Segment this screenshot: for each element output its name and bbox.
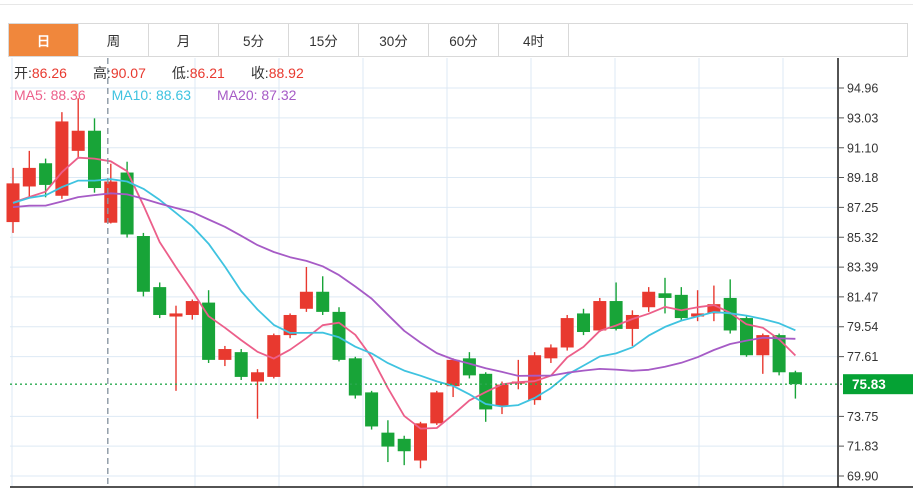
axis-tick-label: 89.18 <box>847 171 878 185</box>
candle-body <box>71 130 85 151</box>
chart-legend: 开:86.26 高:90.07 低:86.21 收:88.92 MA5: 88.… <box>14 62 304 106</box>
candle-body <box>414 423 427 461</box>
candle-body <box>740 318 753 356</box>
ma20-value: MA20: 87.32 <box>217 87 297 103</box>
ma20-line <box>12 192 796 377</box>
candle-body <box>462 358 476 376</box>
ma5-line <box>12 156 797 430</box>
candle-body <box>691 313 705 317</box>
ma-readout: MA5: 88.36 MA10: 88.63 MA20: 87.32 <box>14 84 304 106</box>
candle-body <box>267 335 281 377</box>
axis-tick-label: 91.10 <box>847 141 878 155</box>
axis-tick-label: 69.90 <box>847 470 878 484</box>
candle-body <box>299 291 313 309</box>
candle-body <box>528 355 542 401</box>
period-tabbar: 日 周 月 5分 15分 30分 60分 4时 <box>8 23 908 57</box>
candle-body <box>381 432 395 447</box>
tab-month[interactable]: 月 <box>149 24 219 56</box>
candle-body <box>658 293 672 298</box>
candle-body <box>577 313 590 333</box>
ma10-value: MA10: 88.63 <box>111 87 192 103</box>
tab-5min[interactable]: 5分 <box>219 24 289 56</box>
tab-4hour[interactable]: 4时 <box>499 24 569 56</box>
candle-body <box>365 392 379 427</box>
candle-body <box>544 347 558 359</box>
candle-body <box>348 358 362 396</box>
ohlc-high: 高:90.07 <box>92 65 146 81</box>
candle-body <box>202 302 216 360</box>
axis-tick-label: 83.39 <box>847 261 878 275</box>
ohlc-close: 收:88.92 <box>250 65 304 81</box>
tab-day[interactable]: 日 <box>9 24 79 56</box>
axis-tick-label: 85.32 <box>847 231 878 245</box>
candle-body <box>707 304 721 314</box>
candle-body <box>185 301 199 315</box>
candle-body <box>430 392 444 424</box>
top-divider <box>0 4 913 5</box>
candle-body <box>397 438 411 452</box>
tab-60min[interactable]: 60分 <box>429 24 499 56</box>
axis-tick-label: 77.61 <box>847 350 878 364</box>
axis-tick-label: 73.75 <box>847 410 878 424</box>
ma10-line <box>12 178 796 408</box>
axis-tick-label: 81.47 <box>847 290 878 304</box>
axis-tick-label: 93.03 <box>847 111 878 125</box>
current-price-badge <box>843 374 913 395</box>
ma5-value: MA5: 88.36 <box>14 87 86 103</box>
candle-body <box>136 236 150 292</box>
candle-body <box>446 359 460 387</box>
tab-30min[interactable]: 30分 <box>359 24 429 56</box>
candle-body <box>39 163 53 185</box>
current-price-label: 75.83 <box>852 377 886 392</box>
axis-tick-label: 94.96 <box>847 82 878 96</box>
tab-week[interactable]: 周 <box>79 24 149 56</box>
candle-body <box>153 287 167 315</box>
candle-body <box>234 352 248 377</box>
ohlc-open: 开:86.26 <box>14 65 67 81</box>
ohlc-low: 低:86.21 <box>171 65 225 81</box>
candle-body <box>283 314 297 336</box>
candle-body <box>674 294 688 319</box>
candle-body <box>316 291 330 312</box>
axis-tick-label: 71.83 <box>847 440 878 454</box>
candle-body <box>560 318 574 348</box>
axis-tick-label: 79.54 <box>847 320 878 334</box>
candle-body <box>495 384 509 407</box>
candle-body <box>609 301 623 329</box>
candle-body <box>120 172 134 235</box>
candle-body <box>169 313 183 317</box>
ohlc-readout: 开:86.26 高:90.07 低:86.21 收:88.92 <box>14 62 304 84</box>
candle-body <box>22 167 36 187</box>
candle-body <box>251 372 264 382</box>
candle-body <box>104 181 118 223</box>
candle-body <box>772 335 786 373</box>
candle-body <box>593 301 607 331</box>
tab-15min[interactable]: 15分 <box>289 24 359 56</box>
candle-body <box>218 349 232 360</box>
candle-body <box>756 335 770 356</box>
candle-body <box>788 372 802 385</box>
axis-tick-label: 87.25 <box>847 201 878 215</box>
candle-body <box>642 291 656 308</box>
